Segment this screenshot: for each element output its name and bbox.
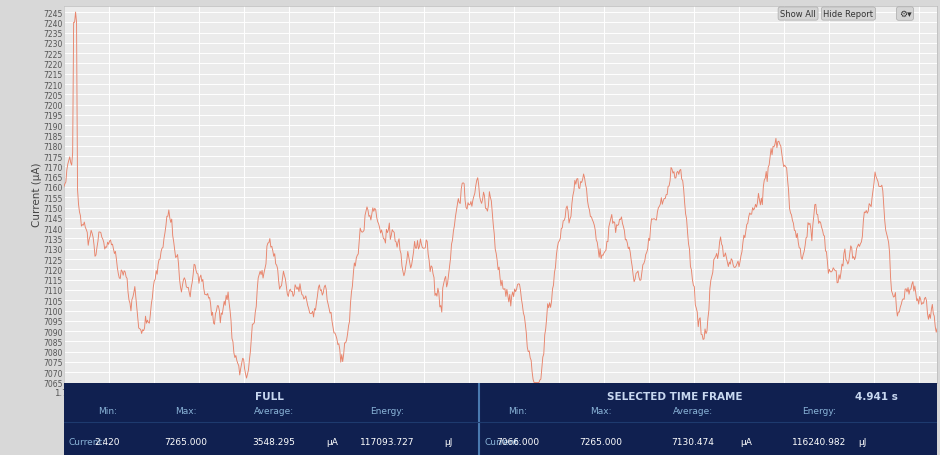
Text: 7130.474: 7130.474 [671,438,714,446]
Text: Average:: Average: [673,406,713,415]
Text: Min:: Min: [509,406,527,415]
Text: 7265.000: 7265.000 [164,438,208,446]
Text: FULL: FULL [255,391,284,401]
Text: 7265.000: 7265.000 [579,438,622,446]
Text: μJ: μJ [858,438,867,446]
Text: μJ: μJ [444,438,452,446]
Text: 117093.727: 117093.727 [360,438,415,446]
Text: Min:: Min: [98,406,118,415]
Y-axis label: Current (μA): Current (μA) [32,162,41,227]
Text: Current:: Current: [485,438,522,446]
Text: Energy:: Energy: [370,406,404,415]
Text: Current:: Current: [69,438,105,446]
Text: Show All: Show All [780,10,816,19]
X-axis label: Time (s): Time (s) [479,399,522,409]
Text: ⚙▾: ⚙▾ [899,10,911,19]
Text: 4.941 s: 4.941 s [855,391,898,401]
Text: Hide Report: Hide Report [823,10,873,19]
Text: μA: μA [741,438,753,446]
Text: 2.420: 2.420 [95,438,120,446]
Text: 116240.982: 116240.982 [792,438,846,446]
Text: 7066.000: 7066.000 [496,438,540,446]
Text: Max:: Max: [176,406,196,415]
Text: Energy:: Energy: [802,406,837,415]
Text: Max:: Max: [590,406,612,415]
Text: SELECTED TIME FRAME: SELECTED TIME FRAME [607,391,743,401]
Text: Average:: Average: [254,406,293,415]
Text: μA: μA [326,438,337,446]
Text: 3548.295: 3548.295 [252,438,295,446]
